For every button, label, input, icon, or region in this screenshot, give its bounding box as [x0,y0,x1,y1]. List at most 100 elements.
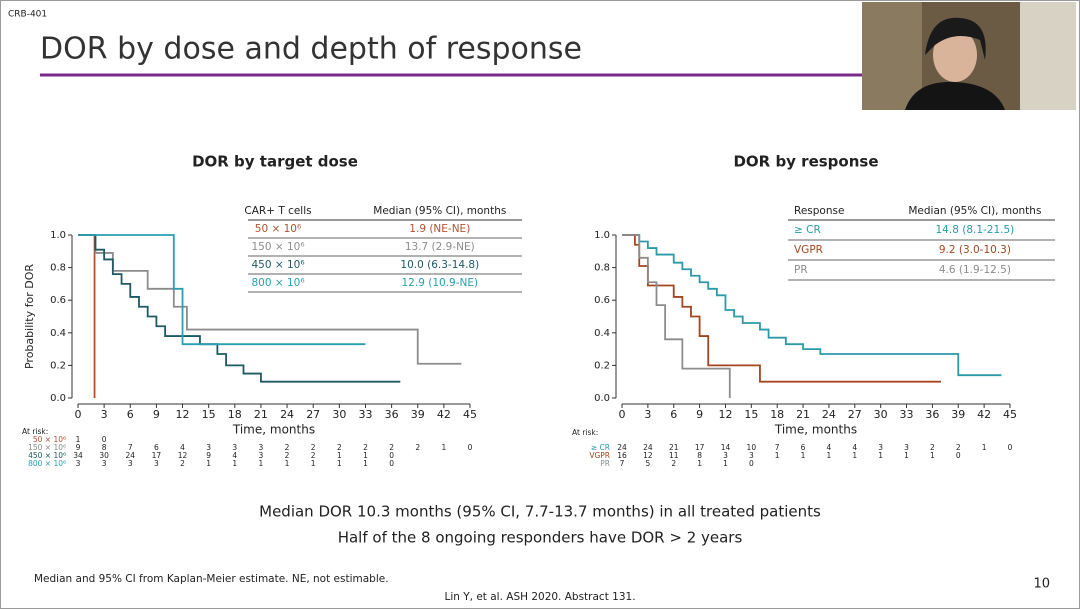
at-risk-count: 1 [904,451,909,460]
summary-line: Half of the 8 ongoing responders have DO… [338,529,743,547]
at-risk-count: 0 [102,435,107,444]
at-risk-count: 0 [389,451,394,460]
legend-median: 4.6 (1.9-12.5) [939,264,1011,276]
at-risk-count: 12 [643,451,653,460]
citation: Lin Y, et al. ASH 2020. Abstract 131. [444,591,635,603]
at-risk-count: 3 [102,459,107,468]
km-curve [622,234,1002,377]
at-risk-count: 34 [73,451,83,460]
y-tick-label: 0.0 [594,393,610,404]
at-risk-count: 1 [930,451,935,460]
table-header: Median (95% CI), months [373,205,506,217]
at-risk-count: 2 [956,443,961,452]
x-tick-label: 21 [796,408,810,421]
at-risk-count: 3 [128,459,133,468]
y-tick-label: 0.4 [594,328,610,339]
x-tick-label: 39 [411,408,425,421]
at-risk-count: 16 [617,451,627,460]
at-risk-count: 2 [180,459,185,468]
at-risk-count: 17 [695,443,705,452]
at-risk-count: 30 [99,451,109,460]
legend-median: 1.9 (NE-NE) [409,223,470,235]
at-risk-count: 1 [363,451,368,460]
legend-label: 450 × 10⁶ [251,259,304,271]
legend-label: 50 × 10⁶ [255,223,301,235]
at-risk-count: 1 [723,459,728,468]
x-tick-label: 6 [670,408,677,421]
x-tick-label: 24 [280,408,294,421]
at-risk-count: 7 [128,443,133,452]
y-tick-label: 0.2 [594,360,610,371]
footnote: Median and 95% CI from Kaplan-Meier esti… [34,573,389,585]
y-tick-label: 0.0 [50,393,66,404]
x-tick-label: 45 [463,408,477,421]
x-axis-label: Time, months [232,423,315,437]
at-risk-count: 3 [76,459,81,468]
at-risk-label: At risk: [22,427,48,436]
slide-tag: CRB-401 [8,10,47,20]
at-risk-count: 4 [827,443,832,452]
at-risk-count: 0 [956,451,961,460]
at-risk-count: 2 [285,443,290,452]
slide-title: DOR by dose and depth of response [40,32,582,67]
at-risk-name: 150 × 10⁶ [28,443,66,452]
legend-median: 10.0 (6.3-14.8) [400,259,479,271]
webcam [862,2,1076,110]
legend-median: 9.2 (3.0-10.3) [939,244,1011,256]
table-header: CAR+ T cells [244,205,311,217]
x-tick-label: 9 [696,408,703,421]
x-tick-label: 36 [925,408,939,421]
legend-label: PR [794,264,808,276]
x-tick-label: 15 [202,408,216,421]
at-risk-count: 3 [259,451,264,460]
at-risk-count: 2 [671,459,676,468]
at-risk-name: 50 × 10⁶ [33,435,66,444]
x-tick-label: 21 [254,408,268,421]
at-risk-count: 17 [152,451,162,460]
x-tick-label: 42 [437,408,451,421]
at-risk-count: 8 [102,443,107,452]
legend-label: 800 × 10⁶ [251,277,304,289]
y-tick-label: 0.2 [50,360,66,371]
table-header: Response [794,205,844,217]
at-risk-count: 1 [852,451,857,460]
at-risk-count: 1 [441,443,446,452]
at-risk-count: 1 [337,459,342,468]
x-tick-label: 27 [306,408,320,421]
at-risk-count: 2 [363,443,368,452]
at-risk-name: ≥ CR [591,443,610,452]
y-tick-label: 0.8 [594,263,610,274]
at-risk-count: 21 [669,443,679,452]
x-tick-label: 0 [619,408,626,421]
km-curve [78,234,366,346]
x-axis-label: Time, months [774,423,857,437]
at-risk-count: 24 [617,443,627,452]
at-risk-count: 2 [311,443,316,452]
at-risk-count: 2 [415,443,420,452]
km-curve [78,234,401,383]
x-tick-label: 3 [101,408,108,421]
at-risk-count: 8 [697,451,702,460]
at-risk-count: 3 [232,443,237,452]
x-tick-label: 12 [176,408,190,421]
at-risk-count: 7 [620,459,625,468]
at-risk-label: At risk: [572,428,598,437]
at-risk-count: 5 [645,459,650,468]
x-tick-label: 12 [718,408,732,421]
y-tick-label: 0.4 [50,328,66,339]
at-risk-count: 1 [285,459,290,468]
at-risk-count: 1 [337,451,342,460]
at-risk-count: 11 [669,451,679,460]
y-axis-label: Probability for DOR [23,264,36,369]
at-risk-count: 2 [285,451,290,460]
at-risk-count: 2 [311,451,316,460]
x-tick-label: 15 [744,408,758,421]
at-risk-count: 4 [232,451,237,460]
at-risk-count: 2 [337,443,342,452]
x-tick-label: 18 [228,408,242,421]
at-risk-name: 450 × 10⁶ [28,451,66,460]
y-tick-label: 0.6 [50,295,66,306]
km-curve [78,234,462,365]
chart-title: DOR by target dose [192,153,358,171]
